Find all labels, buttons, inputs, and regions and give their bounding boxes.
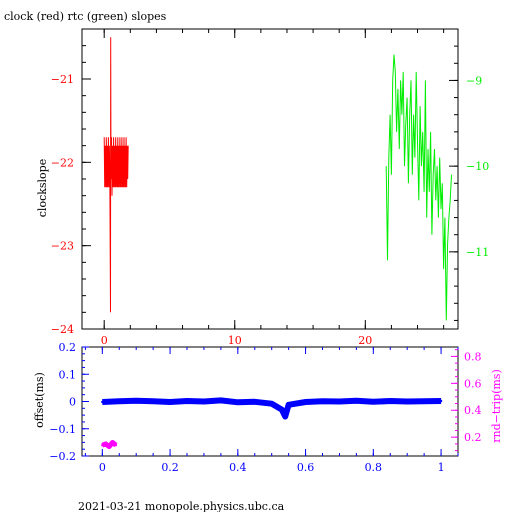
data-point-offset (151, 400, 155, 403)
y-left-tick-label: 0 (69, 396, 76, 409)
top-plot-series (103, 37, 452, 321)
y-left-tick-label: −22 (51, 156, 74, 169)
chart-title: clock (red) rtc (green) slopes (4, 10, 167, 23)
x-tick-label: 0 (99, 461, 106, 474)
footer-text: 2021-03-21 monopole.physics.ubc.ca (78, 500, 285, 512)
y-right-tick-label: 0.8 (464, 350, 482, 363)
y-right-tick-label: −11 (466, 246, 489, 259)
data-point-offset (422, 400, 426, 403)
data-point-offset (321, 400, 324, 403)
x-tick-label: 0.4 (229, 461, 247, 474)
y-right-tick-label: 0.2 (464, 431, 482, 444)
y-left-tick-label: −23 (51, 240, 74, 253)
bottom-left-y-axis-label: offset(ms) (33, 372, 46, 428)
y-left-tick-label: −21 (51, 73, 74, 86)
data-point-rtt (111, 441, 114, 444)
series-line-clock (103, 37, 129, 313)
x-tick-label: 20 (358, 334, 372, 347)
y-left-tick-label: −0.1 (49, 423, 76, 436)
bottom-plot-series (101, 397, 443, 450)
x-tick-label: 10 (228, 334, 242, 347)
data-point-offset (219, 399, 223, 402)
top-axis-tick-labels: 0 10 20 −21 −22 −23 −24 −9 −10 −11 (51, 73, 489, 347)
top-y-axis-label: clockslope (36, 159, 49, 217)
data-point-offset (168, 400, 172, 404)
y-right-tick-label: −10 (466, 160, 489, 173)
y-left-tick-label: −0.2 (49, 450, 76, 463)
top-axis-ticks (82, 28, 458, 330)
data-point-offset (280, 408, 284, 411)
y-left-tick-label: −24 (51, 323, 74, 336)
y-right-tick-label: 0.4 (464, 404, 482, 417)
x-tick-label: 1 (438, 461, 445, 474)
data-point-offset (355, 399, 358, 402)
y-right-tick-label: −9 (466, 74, 482, 87)
data-point-offset (135, 399, 138, 402)
data-point-offset (389, 399, 392, 403)
x-tick-label: 0.8 (365, 461, 383, 474)
data-point-rtt (107, 445, 111, 448)
data-point-offset (101, 400, 104, 404)
top-plot-frame (81, 28, 459, 330)
y-left-tick-label: 0.1 (59, 368, 77, 381)
data-point-offset (118, 400, 121, 403)
x-tick-label: 0.2 (161, 461, 179, 474)
data-point-offset (304, 400, 307, 404)
bottom-right-y-axis-label: rnd−trip(ms) (490, 369, 503, 443)
y-left-tick-label: 0.2 (59, 341, 77, 354)
data-point-offset (284, 415, 287, 418)
x-tick-label: 0 (101, 334, 108, 347)
data-point-offset (406, 400, 409, 403)
x-tick-label: 0.6 (297, 461, 315, 474)
series-line-rtc (385, 54, 452, 321)
data-point-rtt (101, 444, 104, 447)
data-point-offset (202, 400, 206, 403)
data-point-offset (236, 401, 239, 404)
data-point-offset (372, 400, 375, 403)
data-point-offset (338, 400, 341, 403)
bottom-axis-ticks (82, 346, 459, 457)
data-point-offset (185, 399, 189, 403)
data-point-offset (270, 402, 273, 405)
y-right-tick-label: 0.6 (464, 377, 482, 390)
bottom-axis-tick-labels: 0 0.2 0.4 0.6 0.8 1 0.2 0.1 0 −0.1 −0.2 0.2 0.4 0.6 0.… (49, 341, 481, 474)
data-point-offset (287, 403, 290, 406)
data-point-rtt (114, 444, 118, 447)
data-point-offset (253, 400, 256, 403)
data-point-rtt (104, 442, 107, 446)
data-point-offset (439, 399, 443, 403)
